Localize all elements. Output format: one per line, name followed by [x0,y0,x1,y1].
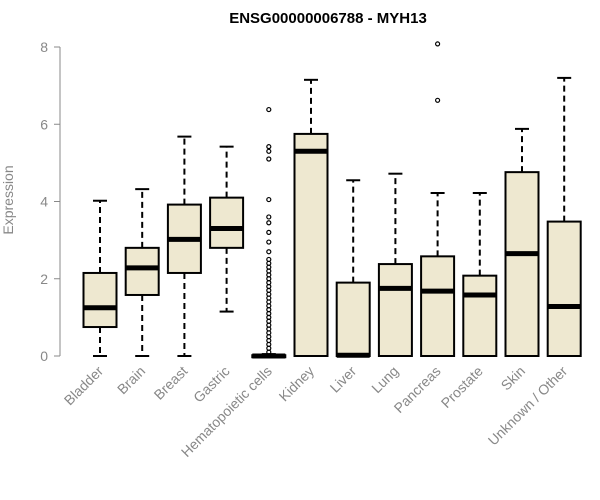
box-rect [82,271,118,329]
outlier-point [266,144,272,150]
box-rect [420,255,456,357]
x-tick-label: Prostate [438,363,486,411]
x-tick-label: Brain [114,363,148,397]
box-lung [377,172,413,358]
chart-title: ENSG00000006788 - MYH13 [229,10,427,27]
y-axis-title: Expression [0,165,16,234]
outlier-point [266,148,272,154]
y-tick-label: 4 [40,194,48,210]
x-tick-label: Pancreas [391,363,444,416]
outlier-point [266,229,272,235]
box-skin [504,127,540,357]
box-kidney [293,78,329,357]
box-rect [209,196,245,249]
y-axis: 0 2 4 6 8 [40,39,61,364]
outlier-point [435,41,441,47]
outlier-point [266,156,272,162]
box-bladder [82,199,118,357]
box-prostate [462,192,498,357]
y-tick-label: 8 [40,39,48,55]
outlier-point [435,97,441,103]
outlier-point [266,106,272,113]
x-tick-label: Breast [151,363,191,403]
y-tick-label: 6 [40,116,48,132]
x-tick-label: Skin [498,363,529,394]
outlier-point [266,196,272,203]
outlier-point [266,249,272,255]
x-tick-label: Lung [368,363,401,396]
box-pancreas [420,41,456,357]
box-rect [504,171,540,357]
boxes-layer [82,41,582,359]
y-tick-label: 0 [40,348,48,364]
box-rect [293,132,329,357]
box-rect [546,220,582,357]
box-breast [166,135,202,357]
outlier-point [266,349,272,355]
box-brain [124,188,160,357]
y-tick-label: 2 [40,271,48,287]
box-rect [124,246,160,296]
x-tick-label: Bladder [61,363,107,409]
box-liver [335,179,371,358]
box-hematopoietic-cells [251,106,287,359]
box-unknown-other [546,76,582,357]
box-rect [377,263,413,358]
x-tick-label: Liver [327,363,360,396]
box-gastric [209,145,245,313]
outlier-point [266,220,272,226]
box-rect [335,281,371,357]
box-rect [462,274,498,357]
outlier-point [266,239,272,245]
x-tick-label: Unknown / Other [485,363,571,449]
outlier-point [266,214,272,220]
x-tick-label: Kidney [276,363,318,405]
